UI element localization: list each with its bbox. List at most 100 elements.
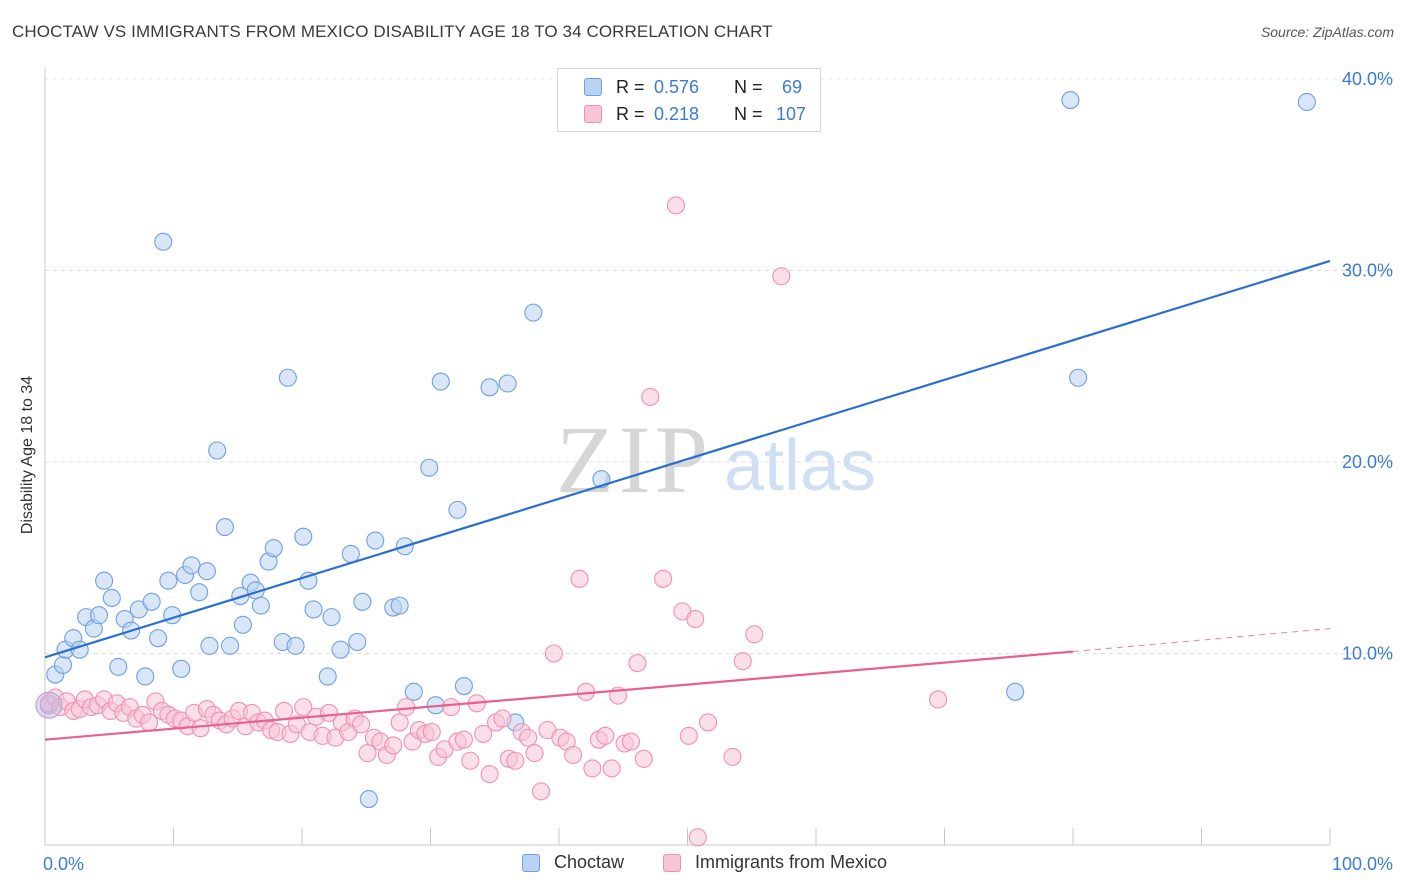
mexico-point [641,387,660,406]
choctaw-point [200,636,219,655]
y-tick-label: 40.0% [1342,69,1393,89]
choctaw-point [197,562,216,581]
x-tick-label-min: 0.0% [43,854,84,874]
choctaw-point [142,592,161,611]
watermark-atlas: atlas [724,426,876,506]
mexico-point [564,745,583,765]
mexico-point [454,730,473,749]
source-label: Source: ZipAtlas.com [1260,24,1394,40]
legend-swatch-choctaw [584,78,602,96]
y-tick-label: 20.0% [1342,452,1393,472]
choctaw-point [278,368,297,387]
mexico-point [519,728,538,747]
choctaw-point [322,608,341,627]
mexico-point [654,569,673,588]
mexico-point [319,703,339,722]
watermark: ZIP atlas [556,406,876,513]
mexico-point [733,652,752,671]
choctaw-point [149,629,168,648]
choctaw-point [264,539,283,558]
choctaw-point [366,531,385,550]
mexico-point [772,267,791,286]
mexico-point [352,715,371,734]
mexico-point [723,747,742,766]
chart-title: CHOCTAW VS IMMIGRANTS FROM MEXICO DISABI… [12,22,773,41]
choctaw-point [341,544,360,563]
mexico-point [274,701,294,721]
legend-r-value: 0.218 [654,103,700,124]
choctaw-point [1006,682,1025,701]
choctaw-point [286,636,305,655]
legend-n-value: 69 [782,76,803,97]
legend-n-label: N = [734,103,763,124]
mexico-point [531,782,551,801]
mexico-point [480,765,499,784]
mexico-point [294,698,313,717]
choctaw-point [431,372,450,391]
choctaw-point [498,374,517,393]
choctaw-point [159,571,178,590]
mexico-point [442,698,461,717]
mexico-point [506,751,525,770]
choctaw-point [1061,91,1080,110]
legend: R = 0.576 N = 69 R = 0.218 N = 107 [557,68,821,132]
mexico-point [745,625,764,644]
mexico-point [544,644,563,663]
mexico-point [679,726,698,745]
mexico-point [390,713,409,732]
choctaw-point [102,588,121,608]
mexico-point [929,690,948,709]
series-legend-mexico: Immigrants from Mexico [663,852,887,873]
choctaw-point [208,441,227,460]
cluster-point [35,691,63,719]
mexico-point [621,732,641,751]
mexico-trend-extension [1072,628,1331,653]
choctaw-point [304,600,323,619]
choctaw-point [390,596,409,615]
choctaw-point [404,682,423,701]
mexico-point [525,744,544,763]
mexico-point [602,759,621,778]
choctaw-point [182,556,201,575]
x-tick-label-max: 100.0% [1332,854,1393,874]
choctaw-point [251,596,270,615]
legend-swatch-mexico [584,105,602,123]
choctaw-point [220,636,240,655]
series-legend-choctaw: Choctaw [522,852,624,873]
series-label-mexico: Immigrants from Mexico [695,852,888,872]
mexico-point [493,709,512,728]
mexico-point [474,724,493,743]
choctaw-point [448,500,467,519]
legend-n-label: N = [734,76,763,97]
mexico-point [191,719,210,738]
choctaw-point [331,640,350,659]
series-label-choctaw: Choctaw [554,852,625,872]
series-legend: Choctaw Immigrants from Mexico [0,852,1406,878]
choctaw-point [172,659,191,678]
legend-row-choctaw: R = 0.576 N = 69 [584,75,802,99]
choctaw-point [190,583,209,602]
choctaw-point [89,606,109,625]
choctaw-point [454,677,473,696]
legend-row-mexico: R = 0.218 N = 107 [584,102,806,126]
y-tick-label: 30.0% [1342,261,1393,281]
mexico-point [358,744,377,763]
choctaw-point [353,592,372,611]
trend-lines [44,259,1331,741]
choctaw-point [136,667,155,686]
grid-lines [45,78,1395,654]
legend-r-label: R = [616,103,645,124]
legend-n-value: 107 [776,103,807,124]
mexico-point [634,749,653,768]
choctaw-point [95,571,114,590]
choctaw-trend-line [44,259,1331,659]
choctaw-point [1069,368,1088,387]
choctaw-point [480,378,499,397]
mexico-point [666,196,685,215]
y-tick-label: 10.0% [1342,644,1393,664]
mexico-point [583,759,602,778]
choctaw-point [53,655,73,675]
choctaw-point [1297,92,1316,112]
choctaw-point [359,789,378,809]
